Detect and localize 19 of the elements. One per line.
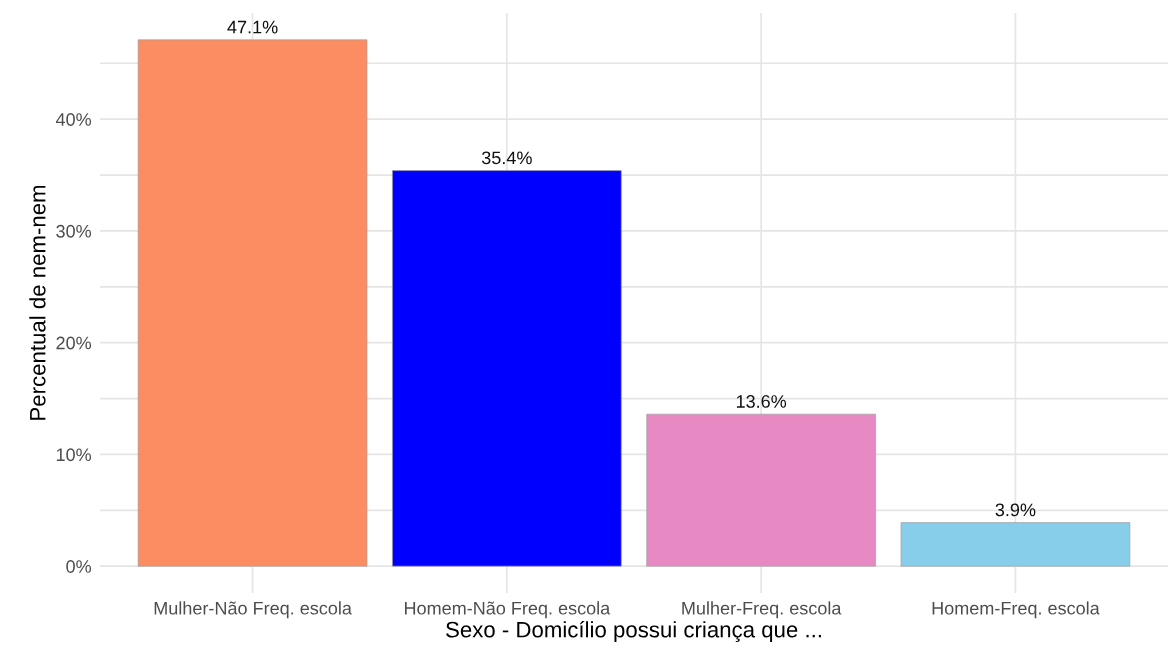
x-tick-label: Mulher-Não Freq. escola	[154, 601, 352, 619]
data-label: 13.6%	[736, 395, 787, 408]
bar	[900, 522, 1131, 567]
bar	[137, 39, 368, 567]
data-label: 47.1%	[227, 20, 278, 34]
x-tick-label: Mulher-Freq. escola	[682, 601, 842, 619]
y-tick-label: 30%	[56, 224, 92, 238]
data-label: 3.9%	[995, 503, 1036, 517]
y-tick-label: 10%	[56, 448, 92, 462]
y-axis-title: Percentual de nem-nem	[29, 185, 46, 420]
data-label: 35.4%	[481, 151, 532, 165]
y-tick-label: 40%	[55, 113, 92, 126]
bar	[646, 413, 876, 567]
y-tick-label: 0%	[66, 560, 92, 573]
x-tick-label: Homem-Freq. escola	[932, 601, 1100, 619]
x-tick-label: Homem-Não Freq. escola	[404, 601, 611, 619]
y-tick-label: 20%	[56, 336, 92, 350]
x-axis-title: Sexo - Domicílio possui criança que ...	[446, 620, 821, 643]
bar	[392, 170, 622, 567]
